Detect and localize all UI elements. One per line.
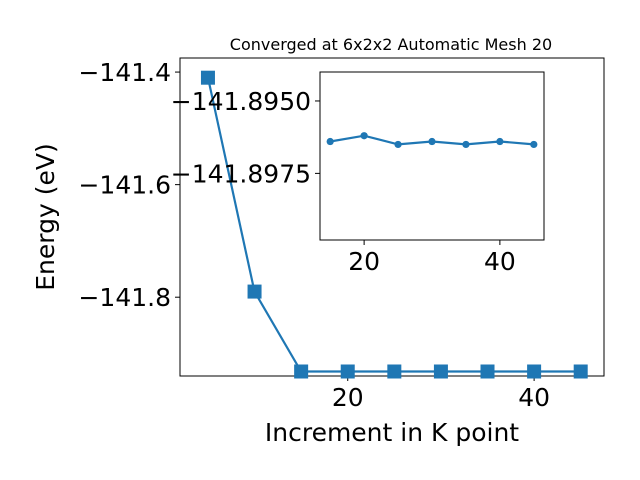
main-y-ticks: −141.4 −141.6 −141.8 — [78, 58, 180, 312]
data-point-marker — [326, 137, 334, 146]
inset-y-ticks: −141.8975 −141.8950 — [171, 87, 320, 188]
y-axis-label: Energy (eV) — [31, 143, 60, 290]
data-point-marker — [573, 364, 588, 379]
data-point-marker — [480, 364, 495, 379]
data-point-marker — [433, 364, 448, 379]
data-point-marker — [387, 364, 402, 379]
y-tick-label: −141.8 — [78, 283, 171, 312]
chart-title: Converged at 6x2x2 Automatic Mesh 20 — [230, 35, 552, 54]
data-point-marker — [394, 140, 402, 149]
x-tick-label: 20 — [348, 247, 380, 276]
main-plot: 20 40 −141.4−141.6−141.8 Converged at 6x2… — [31, 35, 605, 447]
x-tick-label: 20 — [332, 383, 364, 412]
inset-plot: 20 40 −141.8975−141.8950 — [171, 71, 545, 276]
y-tick-label: −141.6 — [78, 171, 171, 200]
x-tick-label: 40 — [484, 247, 516, 276]
data-point-marker — [527, 364, 542, 379]
data-point-marker — [340, 364, 355, 379]
data-point-marker — [360, 132, 368, 140]
data-point-marker — [496, 137, 504, 146]
data-point-marker — [200, 70, 215, 85]
main-series-markers — [200, 70, 588, 379]
data-point-marker — [428, 137, 436, 146]
x-axis-label: Increment in K point — [265, 418, 519, 447]
main-x-ticks: 20 40 — [332, 376, 550, 412]
x-tick-label: 40 — [518, 383, 550, 412]
data-point-marker — [462, 140, 470, 149]
data-point-marker — [294, 364, 309, 379]
y-tick-label: −141.8950 — [171, 87, 311, 116]
inset-series-markers — [326, 132, 538, 149]
y-tick-label: −141.8975 — [171, 159, 311, 188]
data-point-marker — [530, 140, 538, 149]
inset-x-ticks: 20 40 — [348, 240, 516, 276]
y-tick-label: −141.4 — [78, 58, 171, 87]
data-point-marker — [247, 284, 262, 299]
inset-plot-frame — [319, 71, 545, 241]
